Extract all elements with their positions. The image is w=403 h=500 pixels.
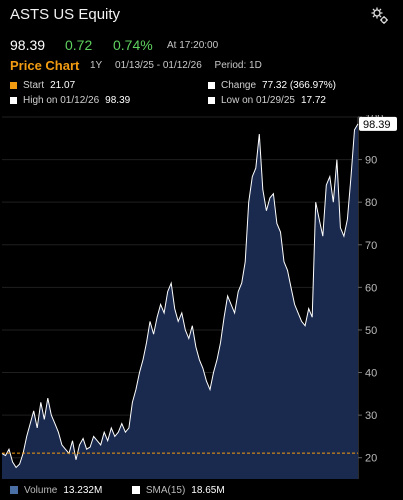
period-label[interactable]: Period: 1D	[214, 60, 262, 71]
net-change: 0.72	[65, 37, 93, 53]
low-marker-icon	[208, 96, 215, 104]
price-chart[interactable]: 203040506070809010098.39	[0, 112, 403, 482]
last-update-time: At 17:20:00	[167, 40, 219, 51]
price-area	[2, 123, 358, 480]
gear-icon[interactable]	[370, 6, 390, 26]
chart-range-bar: 1Y 01/13/25 - 01/12/26 Period: 1D	[90, 60, 272, 71]
start-label: Start	[23, 80, 45, 91]
volume-label: Volume	[24, 485, 58, 496]
low-label: Low on 01/29/25	[221, 95, 295, 106]
last-value-label: 98.39	[363, 119, 391, 131]
stat-change: Change 77.32 (366.97%)	[208, 80, 336, 91]
high-label: High on 01/12/26	[23, 95, 100, 106]
last-price: 98.39	[10, 37, 46, 53]
chart-footer: Volume 13.232M SMA(15) 18.65M	[10, 485, 225, 496]
date-range: 01/13/25 - 01/12/26	[115, 60, 202, 71]
sma-value: 18.65M	[191, 485, 225, 496]
start-marker-icon	[10, 81, 17, 89]
stat-high: High on 01/12/26 98.39	[10, 95, 130, 106]
price-chart-label[interactable]: Price Chart	[10, 58, 80, 73]
volume-value: 13.232M	[63, 485, 103, 496]
sma-label: SMA(15)	[145, 485, 186, 496]
y-tick-label: 60	[365, 282, 377, 294]
sma-legend-icon	[131, 486, 140, 495]
low-value: 17.72	[300, 95, 326, 106]
y-tick-label: 20	[365, 453, 377, 465]
y-tick-label: 90	[365, 155, 377, 167]
y-tick-label: 70	[365, 240, 377, 252]
volume-legend-icon	[10, 486, 18, 495]
high-value: 98.39	[105, 95, 131, 106]
start-value: 21.07	[50, 80, 76, 91]
high-marker-icon	[10, 96, 17, 104]
percent-change: 0.74%	[113, 37, 153, 53]
y-tick-label: 80	[365, 197, 377, 209]
change-marker-icon	[208, 81, 215, 89]
y-tick-label: 30	[365, 410, 377, 422]
stat-low: Low on 01/29/25 17.72	[208, 95, 326, 106]
ticker-title: ASTS US Equity	[10, 6, 121, 23]
stat-start: Start 21.07	[10, 80, 75, 91]
price-line	[1, 123, 359, 469]
y-tick-label: 40	[365, 368, 377, 380]
change-label: Change	[221, 80, 257, 91]
y-tick-label: 50	[365, 325, 377, 337]
price-chart-svg[interactable]: 203040506070809010098.39	[0, 112, 403, 482]
range-1y-button[interactable]: 1Y	[90, 60, 103, 71]
change-value: 77.32 (366.97%)	[262, 80, 336, 91]
last-value-box	[359, 116, 397, 131]
